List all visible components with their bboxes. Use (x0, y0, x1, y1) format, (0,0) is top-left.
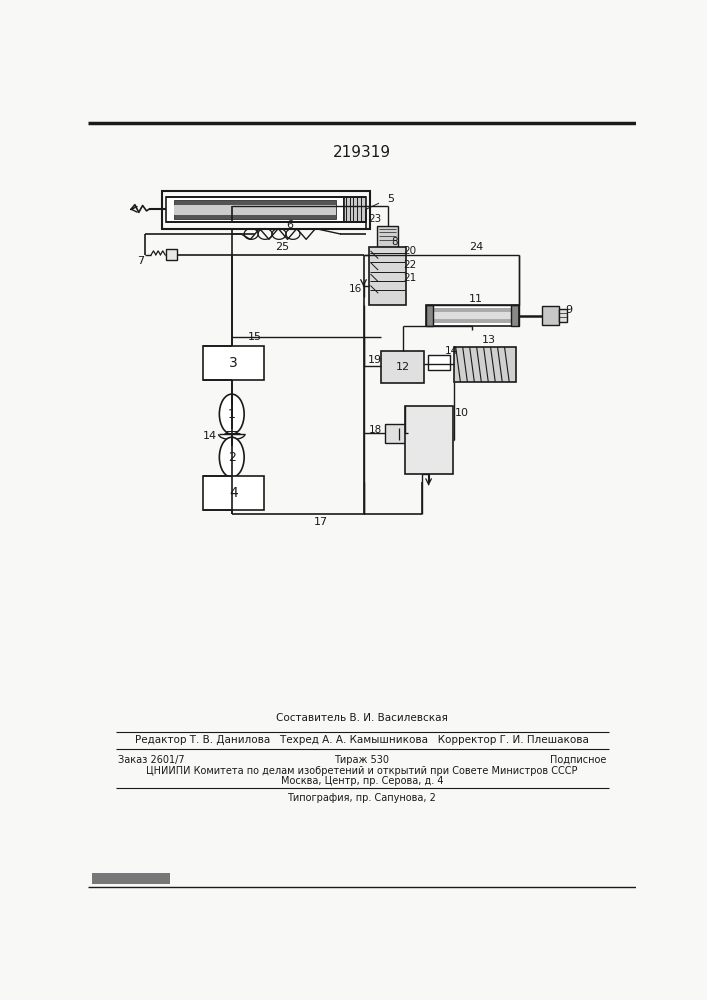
Bar (454, 347, 516, 382)
Text: 20: 20 (404, 246, 416, 256)
Bar (542, 306, 559, 325)
Bar (344, 197, 366, 222)
Text: Составитель В. И. Василевская: Составитель В. И. Василевская (276, 713, 448, 723)
Ellipse shape (219, 437, 244, 477)
Text: 23: 23 (368, 214, 382, 224)
Text: 4: 4 (229, 486, 238, 500)
Text: 21: 21 (404, 273, 416, 283)
Bar (432, 312, 513, 319)
Text: 1: 1 (228, 408, 235, 421)
Text: 19: 19 (368, 355, 382, 365)
Bar (559, 309, 566, 322)
Bar (174, 200, 337, 219)
Bar (432, 308, 513, 323)
Text: Типография, пр. Сапунова, 2: Типография, пр. Сапунова, 2 (288, 793, 436, 803)
Bar (426, 305, 433, 326)
Bar (203, 346, 264, 380)
Text: 11: 11 (469, 294, 483, 304)
Text: 24: 24 (469, 242, 483, 252)
Ellipse shape (219, 394, 244, 434)
Bar (203, 476, 264, 510)
Bar (92, 873, 170, 884)
Text: Редактор Т. В. Данилова   Техред А. А. Камышникова   Корректор Г. И. Плешакова: Редактор Т. В. Данилова Техред А. А. Кам… (135, 735, 589, 745)
Text: 9: 9 (566, 305, 573, 315)
Text: 5: 5 (387, 194, 394, 204)
Text: 6: 6 (286, 220, 293, 230)
Text: 219319: 219319 (333, 145, 391, 160)
Bar (166, 249, 177, 260)
Text: 14: 14 (445, 346, 457, 356)
Bar (174, 205, 337, 215)
Text: 7: 7 (136, 256, 144, 266)
Text: 3: 3 (229, 356, 238, 370)
Text: 16: 16 (349, 284, 363, 294)
Bar (369, 247, 406, 305)
Bar (404, 406, 452, 474)
Text: 12: 12 (396, 362, 409, 372)
Text: ЦНИИПИ Комитета по делам изобретений и открытий при Совете Министров СССР: ЦНИИПИ Комитета по делам изобретений и о… (146, 766, 578, 776)
Text: 2: 2 (228, 451, 235, 464)
Text: 10: 10 (455, 408, 469, 418)
Text: Москва, Центр, пр. Серова, д. 4: Москва, Центр, пр. Серова, д. 4 (281, 776, 443, 786)
Bar (381, 351, 424, 383)
Text: 8: 8 (391, 237, 398, 247)
Text: 25: 25 (275, 242, 289, 252)
Text: 13: 13 (482, 335, 496, 345)
Text: Подписное: Подписное (551, 755, 607, 765)
Text: 22: 22 (404, 260, 416, 270)
Text: 14: 14 (203, 431, 217, 441)
Bar (510, 305, 518, 326)
Bar (385, 424, 409, 443)
Text: 15: 15 (248, 332, 262, 342)
Text: 18: 18 (369, 425, 382, 435)
Bar (166, 197, 344, 222)
Bar (426, 305, 518, 326)
Bar (162, 191, 370, 229)
Text: Тираж 530: Тираж 530 (334, 755, 390, 765)
Text: Заказ 2601/7: Заказ 2601/7 (118, 755, 185, 765)
Bar (428, 355, 450, 370)
Bar (378, 226, 397, 247)
Text: 17: 17 (314, 517, 328, 527)
